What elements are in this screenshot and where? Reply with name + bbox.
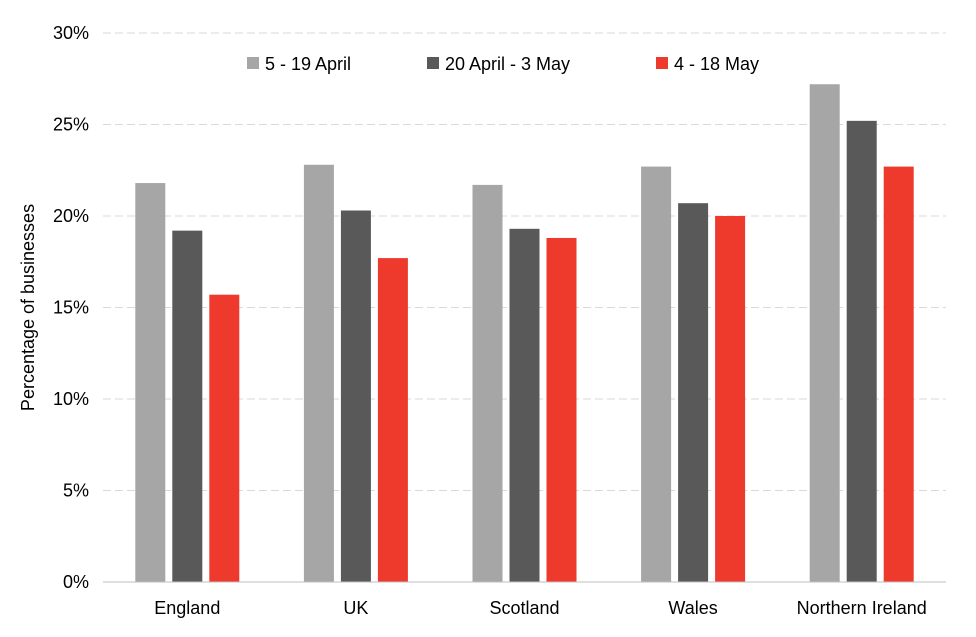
y-axis-ticks: 0% 5% 10% 15% 20% 25% 30% [53, 23, 89, 592]
y-axis-title: Percentage of businesses [18, 204, 38, 411]
bar [846, 120, 877, 582]
bar [678, 203, 709, 582]
x-tick-label: Northern Ireland [797, 598, 927, 618]
bar [715, 216, 746, 582]
legend: 5 - 19 April 20 April - 3 May 4 - 18 May [247, 54, 759, 74]
legend-swatch [427, 57, 439, 69]
y-tick-label: 10% [53, 389, 89, 409]
x-tick-label: Wales [668, 598, 717, 618]
bar [546, 237, 577, 582]
x-tick-label: England [154, 598, 220, 618]
x-axis-ticks: England UK Scotland Wales Northern Ireland [154, 598, 926, 618]
bar [209, 294, 240, 582]
bars [135, 84, 914, 583]
bar [509, 228, 540, 582]
y-tick-label: 15% [53, 298, 89, 318]
y-tick-label: 20% [53, 206, 89, 226]
x-tick-label: UK [343, 598, 368, 618]
legend-label: 20 April - 3 May [445, 54, 570, 74]
bar [303, 164, 334, 582]
y-tick-label: 0% [63, 572, 89, 592]
y-tick-label: 30% [53, 23, 89, 43]
bar [472, 184, 503, 582]
legend-swatch [247, 57, 259, 69]
bar [641, 166, 672, 582]
bar [135, 183, 166, 582]
legend-label: 4 - 18 May [674, 54, 759, 74]
y-tick-label: 5% [63, 481, 89, 501]
y-tick-label: 25% [53, 115, 89, 135]
x-tick-label: Scotland [489, 598, 559, 618]
bar [377, 258, 408, 582]
legend-label: 5 - 19 April [265, 54, 351, 74]
legend-swatch [656, 57, 668, 69]
bar [809, 84, 840, 583]
bar [340, 210, 371, 582]
bar [172, 230, 203, 582]
bar [883, 166, 914, 582]
